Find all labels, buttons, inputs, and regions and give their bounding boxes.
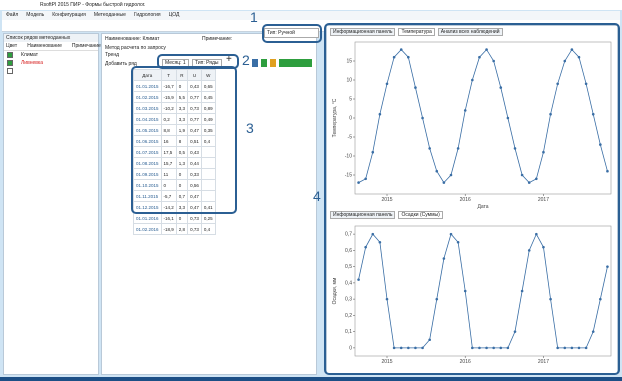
title-bar: RsoftPI 2015 ПИР - Формы быстрой гидроло… [0,0,622,10]
left-panel: Список рядов метеоданных Цвет Наименовани… [3,33,99,375]
callout-number: 2 [242,52,250,68]
column-title: Наименование [27,43,62,49]
app-window: RsoftPI 2015 ПИР - Формы быстрой гидроло… [0,0,622,381]
color-swatch [7,68,13,74]
menu-tab[interactable]: Гидрология [134,12,161,18]
table-cell: 0,73 [188,213,202,224]
table-cell: -16,1 [161,213,176,224]
series-item[interactable]: Ливневка [4,59,98,67]
panel-header: Список рядов метеоданных [4,34,98,42]
callout-frame [324,23,620,375]
menu-tab[interactable]: Конфигурация [52,12,86,18]
table-cell: 01.02.2016 [134,224,162,235]
table-row: 01.01.2016-16,100,730,25 [134,213,216,224]
menu-tab[interactable]: Файл [6,12,18,18]
callout-number: 4 [313,188,321,204]
menu-tab[interactable]: ЦОД [169,12,180,18]
table-cell: 0,73 [188,224,202,235]
series-name: Ливневка [21,60,43,66]
table-cell: 01.01.2016 [134,213,162,224]
series-item[interactable]: Климат [4,51,98,59]
table-cell: -18,9 [161,224,176,235]
name-label: Наименование: Климат [105,36,159,42]
table-cell: 0,25 [201,213,215,224]
menu-tabs: Файл Модель Конфигурация Метеоданные Гидроло… [2,11,620,20]
table-row: 01.02.2016-18,92,80,730,4 [134,224,216,235]
menu-tab[interactable]: Модель [26,12,44,18]
table-cell: 2,8 [176,224,187,235]
series-list: Климат Ливневка [4,51,98,75]
series-item[interactable] [4,67,98,75]
column-title: Цвет [6,43,17,49]
callout-number: 3 [246,120,254,136]
toolbar-icons[interactable] [252,59,312,67]
callout-frame [131,66,237,214]
callout-number: 1 [250,9,258,25]
series-name: Климат [21,52,38,58]
window-title: RsoftPI 2015 ПИР - Формы быстрой гидроло… [40,2,145,8]
column-header: Цвет Наименование Примечание [4,42,98,51]
callout-frame [262,24,322,43]
menu-tab[interactable]: Метеоданные [94,12,126,18]
table-cell: 0 [176,213,187,224]
radio-option[interactable]: Тренд [105,52,119,58]
column-title: Примечание [72,43,101,49]
radio-option[interactable]: Метод расчета по запросу [105,45,166,51]
color-swatch [7,52,13,58]
table-cell: 0,4 [201,224,215,235]
status-bar [0,377,622,381]
color-swatch [7,60,13,66]
note-label: Примечание: [202,36,232,42]
